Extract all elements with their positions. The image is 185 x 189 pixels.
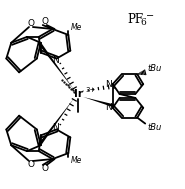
Text: N: N [105,80,112,89]
Polygon shape [83,97,114,107]
Text: N: N [52,123,59,132]
Text: tBu: tBu [147,123,162,132]
Text: 3+: 3+ [85,87,95,93]
Text: Me: Me [70,156,82,166]
Text: O: O [41,164,48,173]
Polygon shape [40,44,74,90]
Text: Ir: Ir [74,89,83,99]
Text: tBu: tBu [147,64,162,73]
Polygon shape [40,98,74,144]
Text: Me: Me [70,22,82,32]
Text: O: O [27,19,34,28]
Text: N: N [52,56,59,65]
Text: 6: 6 [140,18,146,27]
Text: O: O [41,17,48,26]
Text: O: O [27,160,34,169]
Text: PF: PF [127,13,144,26]
Text: −: − [146,12,154,21]
Text: N: N [105,103,112,112]
